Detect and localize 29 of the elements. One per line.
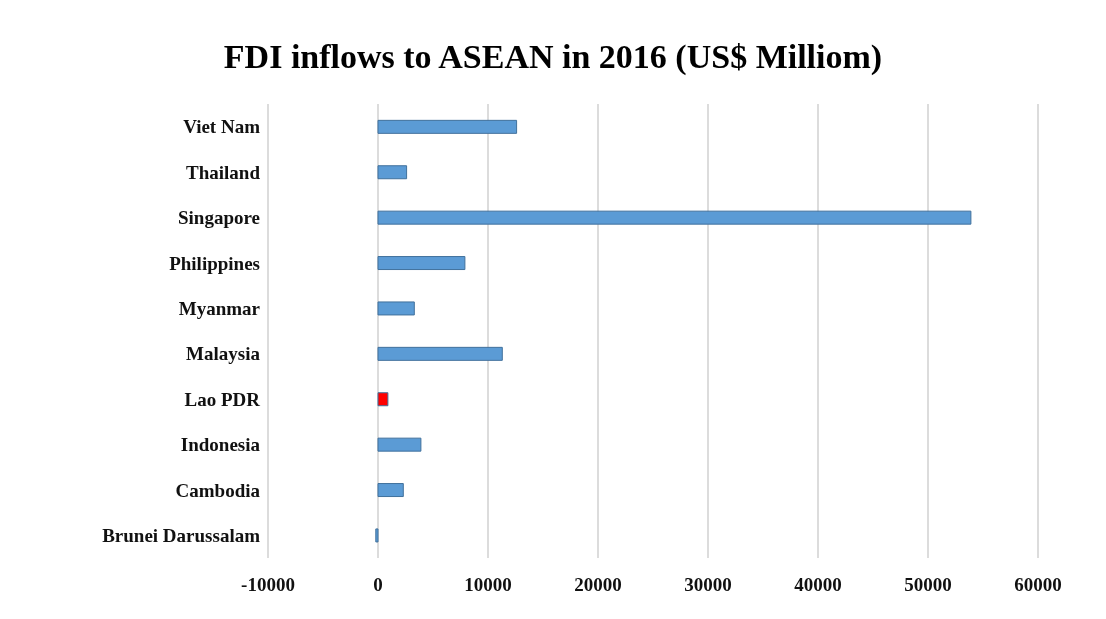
- y-tick-label: Malaysia: [186, 343, 261, 365]
- bar: [377, 119, 518, 134]
- x-tick-label: 60000: [1014, 574, 1062, 596]
- bar: [377, 165, 408, 180]
- x-tick-label: 20000: [574, 574, 622, 596]
- bar: [377, 437, 422, 452]
- x-tick-label: 0: [373, 574, 383, 596]
- x-tick-label: 30000: [684, 574, 732, 596]
- y-tick-label: Myanmar: [178, 298, 261, 320]
- bar: [377, 392, 389, 407]
- x-tick-label: 40000: [794, 574, 842, 596]
- bar: [375, 528, 379, 543]
- y-tick-label: Philippines: [169, 252, 260, 274]
- y-tick-label: Indonesia: [180, 434, 261, 456]
- bar: [377, 210, 972, 225]
- chart-title: FDI inflows to ASEAN in 2016 (US$ Milliom): [222, 37, 884, 77]
- y-tick-label: Viet Nam: [183, 116, 261, 138]
- y-tick-label: Singapore: [177, 207, 260, 229]
- y-tick-label: Lao PDR: [184, 388, 261, 410]
- x-tick-label: -10000: [241, 574, 295, 596]
- bar: [377, 301, 415, 316]
- bar: [377, 483, 404, 498]
- bar: [377, 346, 503, 361]
- x-tick-label: 50000: [904, 574, 952, 596]
- y-tick-label: Cambodia: [175, 479, 261, 501]
- y-tick-label: Brunei Darussalam: [102, 525, 261, 547]
- x-tick-label: 10000: [464, 574, 512, 596]
- y-tick-label: Thailand: [186, 161, 261, 183]
- bar: [377, 256, 466, 271]
